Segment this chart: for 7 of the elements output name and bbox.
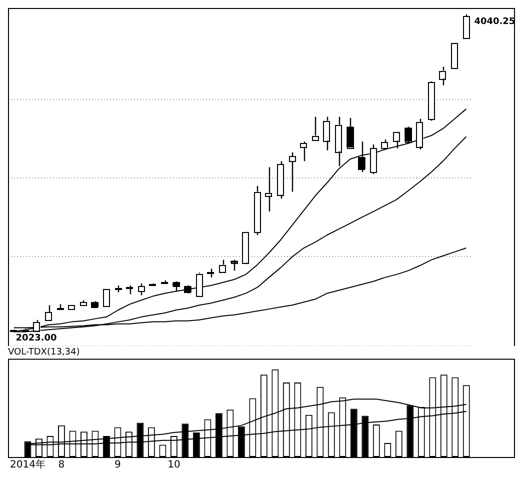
text: 4040.25 xyxy=(474,17,516,28)
x-tick-label: 9 xyxy=(114,460,121,471)
x-tick-label: 2014年 xyxy=(10,458,46,471)
text: 2023.00 xyxy=(16,334,57,344)
x-tick-label: 8 xyxy=(58,460,65,471)
chart-title: VOL-TDX(13,34) xyxy=(8,348,80,358)
x-tick-label: 10 xyxy=(168,460,180,471)
